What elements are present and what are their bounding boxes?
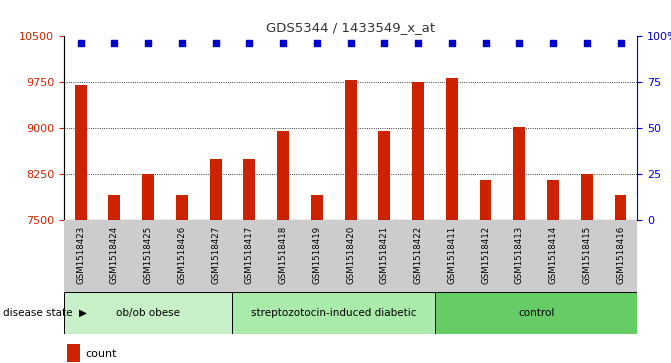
Point	[413, 40, 423, 46]
Point	[311, 40, 322, 46]
Text: GSM1518412: GSM1518412	[481, 225, 490, 284]
Text: GSM1518419: GSM1518419	[312, 225, 321, 284]
Bar	[446, 78, 458, 363]
Text: GSM1518417: GSM1518417	[245, 225, 254, 284]
Bar	[74, 85, 87, 363]
Point	[548, 40, 558, 46]
Point	[480, 40, 491, 46]
Text: GSM1518427: GSM1518427	[211, 225, 220, 284]
Text: count: count	[86, 348, 117, 359]
Bar	[109, 195, 120, 363]
Point	[244, 40, 255, 46]
Text: GSM1518423: GSM1518423	[76, 225, 85, 284]
Point	[143, 40, 154, 46]
Bar	[513, 127, 525, 363]
Bar	[67, 344, 80, 362]
Point	[210, 40, 221, 46]
Text: control: control	[518, 308, 554, 318]
Point	[345, 40, 356, 46]
Text: GSM1518418: GSM1518418	[278, 225, 288, 284]
Text: GSM1518411: GSM1518411	[448, 225, 456, 284]
Point	[278, 40, 289, 46]
Text: GSM1518414: GSM1518414	[549, 225, 558, 284]
Bar	[176, 195, 188, 363]
Bar	[412, 82, 424, 363]
Text: GSM1518422: GSM1518422	[413, 225, 423, 284]
Text: GSM1518424: GSM1518424	[110, 225, 119, 284]
Bar	[311, 195, 323, 363]
Point	[615, 40, 626, 46]
Bar	[480, 180, 491, 363]
Text: GSM1518425: GSM1518425	[144, 225, 152, 284]
Point	[109, 40, 119, 46]
Point	[75, 40, 86, 46]
Text: disease state  ▶: disease state ▶	[3, 308, 87, 318]
Text: GSM1518426: GSM1518426	[177, 225, 187, 284]
Text: GSM1518421: GSM1518421	[380, 225, 389, 284]
Text: GSM1518415: GSM1518415	[582, 225, 591, 284]
Point	[582, 40, 592, 46]
Bar	[345, 80, 356, 363]
Point	[379, 40, 390, 46]
Bar	[210, 159, 221, 363]
Bar	[378, 131, 391, 363]
Text: streptozotocin-induced diabetic: streptozotocin-induced diabetic	[251, 308, 417, 318]
Bar	[142, 174, 154, 363]
Bar	[64, 292, 232, 334]
Bar	[547, 180, 559, 363]
Bar	[435, 292, 637, 334]
Text: ob/ob obese: ob/ob obese	[116, 308, 180, 318]
Bar	[581, 174, 592, 363]
Bar	[232, 292, 435, 334]
Bar	[615, 195, 627, 363]
Point	[514, 40, 525, 46]
Point	[446, 40, 457, 46]
Text: GSM1518420: GSM1518420	[346, 225, 355, 284]
Text: GSM1518413: GSM1518413	[515, 225, 524, 284]
Bar	[277, 131, 289, 363]
Text: GSM1518416: GSM1518416	[616, 225, 625, 284]
Title: GDS5344 / 1433549_x_at: GDS5344 / 1433549_x_at	[266, 21, 435, 34]
Point	[176, 40, 187, 46]
Bar	[244, 159, 255, 363]
